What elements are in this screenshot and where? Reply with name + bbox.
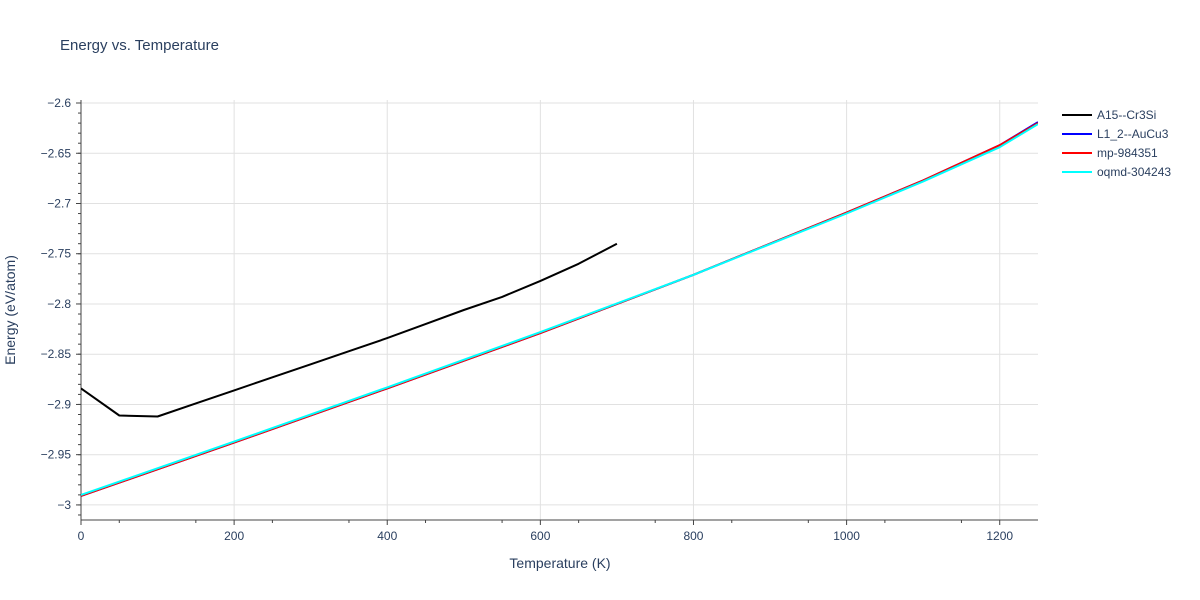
series-line-oqmd-304243: [81, 123, 1038, 496]
legend-label: oqmd-304243: [1097, 165, 1171, 179]
y-tick-label: −2.75: [41, 247, 72, 261]
y-axis-title: Energy (eV/atom): [2, 255, 18, 365]
y-tick-label: −2.95: [41, 448, 72, 462]
series-lines: [81, 121, 1038, 497]
x-tick-label: 200: [224, 529, 244, 543]
legend-label: mp-984351: [1097, 146, 1158, 160]
y-tick-label: −2.65: [41, 146, 72, 160]
y-tick-label: −3: [57, 498, 71, 512]
y-tick-label: −2.9: [47, 397, 71, 411]
axes: [76, 100, 1038, 525]
legend-item-l1-2-aucu3[interactable]: L1_2--AuCu3: [1062, 127, 1169, 141]
x-tick-label: 1000: [833, 529, 860, 543]
x-tick-label: 0: [78, 529, 85, 543]
x-axis-title: Temperature (K): [509, 555, 610, 571]
x-tick-label: 800: [683, 529, 703, 543]
x-tick-label: 1200: [986, 529, 1013, 543]
legend-item-oqmd-304243[interactable]: oqmd-304243: [1062, 165, 1171, 179]
y-tick-label: −2.7: [47, 196, 71, 210]
y-tick-label: −2.85: [41, 347, 72, 361]
tick-labels: 0 200 400 600 800 1000 1200 −3 −2.95 −2.9 −2.85 −2.…: [41, 96, 1014, 543]
legend[interactable]: A15--Cr3Si L1_2--AuCu3 mp-984351 oqmd-30424…: [1062, 108, 1171, 179]
x-tick-label: 600: [530, 529, 550, 543]
chart-title: Energy vs. Temperature: [60, 37, 219, 54]
series-line-a15-cr3si: [81, 242, 618, 418]
legend-label: L1_2--AuCu3: [1097, 127, 1169, 141]
legend-item-a15-cr3si[interactable]: A15--Cr3Si: [1062, 108, 1156, 122]
y-tick-label: −2.6: [47, 96, 71, 110]
legend-item-mp-984351[interactable]: mp-984351: [1062, 146, 1158, 160]
x-tick-label: 400: [377, 529, 397, 543]
y-tick-label: −2.8: [47, 297, 71, 311]
legend-label: A15--Cr3Si: [1097, 108, 1156, 122]
gridlines: [80, 100, 1038, 520]
